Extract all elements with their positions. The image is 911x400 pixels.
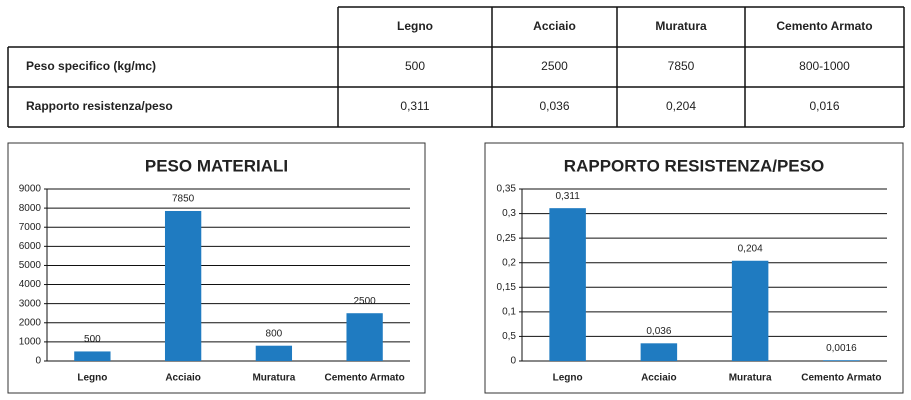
row-label: Peso specifico (kg/mc) bbox=[26, 59, 156, 73]
row-label: Rapporto resistenza/peso bbox=[26, 99, 173, 113]
table-cell: 0,311 bbox=[400, 99, 429, 113]
chart-frame bbox=[484, 142, 904, 394]
y-tick-label: 0,2 bbox=[502, 257, 516, 268]
table-cell: 7850 bbox=[668, 59, 695, 73]
y-tick-label: 0,15 bbox=[497, 282, 517, 293]
bar bbox=[74, 351, 111, 361]
y-tick-label: 9000 bbox=[19, 184, 42, 195]
table-cell: 0,204 bbox=[666, 99, 696, 113]
table-cell: 0,016 bbox=[809, 99, 839, 113]
x-tick-label: Muratura bbox=[252, 373, 295, 384]
bar bbox=[164, 210, 202, 361]
column-header: Legno bbox=[397, 19, 433, 33]
y-tick-label: 0,3 bbox=[502, 208, 516, 219]
table-cell: 500 bbox=[405, 59, 425, 73]
y-tick-label: 0 bbox=[510, 356, 516, 367]
value-label: 500 bbox=[84, 334, 101, 345]
x-tick-label: Muratura bbox=[729, 373, 772, 384]
bar bbox=[346, 313, 383, 361]
value-label: 0,204 bbox=[738, 243, 763, 254]
value-label: 0,311 bbox=[555, 191, 580, 202]
chart-title: PESO MATERIALI bbox=[145, 156, 288, 175]
table-cell: 2500 bbox=[541, 59, 568, 73]
y-tick-label: 4000 bbox=[19, 279, 42, 290]
y-tick-label: 2000 bbox=[19, 317, 42, 328]
y-tick-label: 0 bbox=[35, 356, 41, 367]
chart-title: RAPPORTO RESISTENZA/PESO bbox=[564, 156, 824, 175]
y-tick-label: 0,25 bbox=[497, 233, 517, 244]
column-header: Muratura bbox=[655, 19, 707, 33]
y-tick-label: 8000 bbox=[19, 203, 42, 214]
x-tick-label: Acciaio bbox=[641, 373, 677, 384]
value-label: 800 bbox=[266, 328, 283, 339]
value-label: 0,0016 bbox=[826, 343, 857, 354]
table-cell: 800-1000 bbox=[799, 59, 850, 73]
column-header: Acciaio bbox=[533, 19, 576, 33]
table-cell: 0,036 bbox=[539, 99, 569, 113]
bar bbox=[640, 343, 678, 361]
y-tick-label: 6000 bbox=[19, 241, 42, 252]
x-tick-label: Cemento Armato bbox=[801, 373, 881, 384]
x-tick-label: Acciaio bbox=[165, 373, 201, 384]
chart-frame bbox=[7, 142, 426, 394]
y-tick-label: 3000 bbox=[19, 298, 42, 309]
value-label: 2500 bbox=[354, 296, 377, 307]
bar bbox=[731, 260, 769, 361]
y-tick-label: 0,1 bbox=[502, 306, 516, 317]
y-tick-label: 0,35 bbox=[497, 184, 517, 195]
bar bbox=[255, 345, 293, 361]
bar bbox=[823, 360, 860, 361]
value-label: 0,036 bbox=[646, 326, 671, 337]
x-tick-label: Legno bbox=[553, 373, 583, 384]
y-tick-label: 0,5 bbox=[502, 331, 516, 342]
column-header: Cemento Armato bbox=[776, 19, 872, 33]
y-tick-label: 5000 bbox=[19, 260, 42, 271]
x-tick-label: Legno bbox=[77, 373, 107, 384]
y-tick-label: 7000 bbox=[19, 222, 42, 233]
bar bbox=[549, 208, 586, 361]
x-tick-label: Cemento Armato bbox=[325, 373, 405, 384]
y-tick-label: 1000 bbox=[19, 337, 42, 348]
value-label: 7850 bbox=[172, 194, 195, 205]
